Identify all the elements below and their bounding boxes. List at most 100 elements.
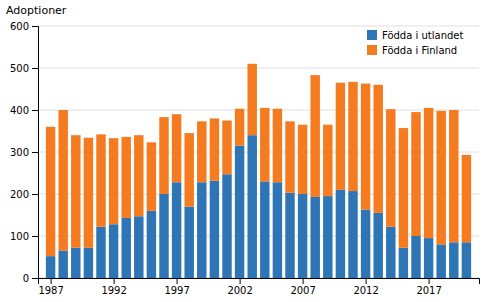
bar [260, 108, 269, 181]
bars [46, 64, 471, 278]
bar [424, 238, 433, 278]
axis-line [32, 27, 39, 279]
tick-label: 0 [23, 273, 29, 284]
tick-mark [366, 278, 367, 284]
tick: 2012 [353, 278, 378, 296]
bar [84, 248, 93, 278]
plot: 1987199219972002200720122017010020030040… [10, 21, 480, 296]
bar [323, 196, 332, 278]
tick-label: 300 [10, 147, 29, 158]
bar [172, 114, 181, 182]
tick-mark [32, 152, 38, 153]
bar [222, 174, 231, 278]
bar [210, 181, 219, 278]
bar [298, 194, 307, 278]
tick-mark [32, 68, 38, 69]
bar [285, 193, 294, 278]
bar [121, 137, 130, 218]
bar [260, 181, 269, 278]
bar [462, 155, 471, 242]
bar [121, 218, 130, 278]
bar [247, 64, 256, 135]
tick-mark [32, 194, 38, 195]
tick: 1992 [101, 278, 126, 296]
bar [449, 110, 458, 242]
tick-mark [114, 278, 115, 284]
bar [46, 256, 55, 278]
bar [273, 109, 282, 182]
tick-label: 400 [10, 105, 29, 116]
legend-label: Födda i Finland [382, 45, 457, 56]
bar [172, 182, 181, 278]
tick-mark [240, 278, 241, 284]
bar [449, 242, 458, 278]
bar [147, 211, 156, 278]
chart: 1987199219972002200720122017010020030040… [0, 0, 491, 302]
bar [134, 216, 143, 278]
grid-line [38, 110, 479, 111]
bar [298, 125, 307, 194]
bar [210, 118, 219, 180]
bar [424, 108, 433, 238]
tick-label: 2007 [290, 285, 315, 296]
tick-label: 1997 [164, 285, 189, 296]
tick-label: 2002 [227, 285, 252, 296]
bar [109, 138, 118, 224]
bar [235, 109, 244, 146]
tick-label: 2017 [416, 285, 441, 296]
bar [336, 190, 345, 278]
x-axis: 1987199219972002200720122017 [38, 278, 479, 296]
bar [462, 242, 471, 278]
bar [373, 213, 382, 278]
bar [386, 109, 395, 227]
legend: Födda i utlandet Födda i Finland [367, 30, 463, 56]
bar [71, 248, 80, 278]
tick-label: 500 [10, 63, 29, 74]
legend-swatch [367, 30, 377, 40]
tick: 300 [10, 147, 38, 158]
tick: 0 [23, 273, 38, 284]
tick: 200 [10, 189, 38, 200]
bar [348, 82, 357, 191]
tick: 100 [10, 231, 38, 242]
bar [436, 244, 445, 278]
bar [399, 248, 408, 278]
legend-item: Födda i Finland [367, 45, 457, 56]
tick-label: 1992 [101, 285, 126, 296]
legend-label: Födda i utlandet [382, 30, 463, 41]
tick-mark [32, 236, 38, 237]
bar [399, 128, 408, 248]
bar [411, 236, 420, 278]
tick: 2017 [416, 278, 441, 296]
legend-item: Födda i utlandet [367, 30, 463, 41]
legend-swatch [367, 45, 377, 55]
bar [411, 112, 420, 236]
tick-mark [32, 26, 38, 27]
bar [310, 75, 319, 197]
bar [71, 135, 80, 248]
bar [58, 110, 67, 251]
bar [222, 121, 231, 175]
grid [38, 26, 479, 278]
bar [361, 210, 370, 278]
tick-label: 200 [10, 189, 29, 200]
bar [147, 142, 156, 210]
y-axis-label: Adoptioner [6, 4, 67, 17]
bar [235, 146, 244, 278]
bar [247, 135, 256, 278]
tick-label: 100 [10, 231, 29, 242]
tick-label: 600 [10, 21, 29, 32]
tick: 600 [10, 21, 38, 32]
bar [323, 125, 332, 196]
grid-line [38, 26, 479, 27]
bar [84, 138, 93, 248]
tick: 400 [10, 105, 38, 116]
tick: 2002 [227, 278, 252, 296]
bar [58, 251, 67, 278]
series [46, 64, 471, 256]
bar [184, 133, 193, 207]
tick-mark [32, 278, 38, 279]
bar [373, 85, 382, 213]
bar [310, 197, 319, 278]
tick: 1997 [164, 278, 189, 296]
